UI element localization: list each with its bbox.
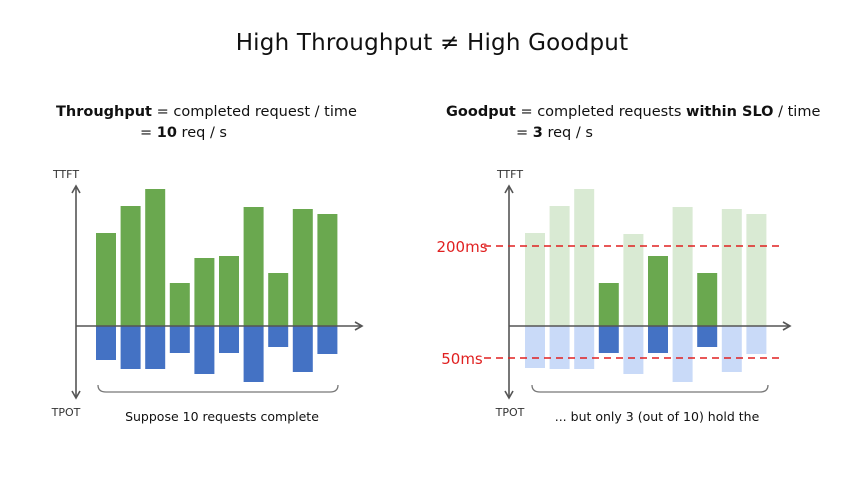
tpot-bar [292,326,313,372]
tpot-bar [746,326,767,354]
goodput-term: Goodput [446,104,516,120]
tpot-bar [648,326,668,353]
ttft-bar [96,233,116,326]
tpot-bar [525,326,545,368]
throughput-term: Throughput [56,104,152,120]
tpot-bar [623,326,644,374]
ttft-bar [169,283,190,326]
chart-caption: ... but only 3 (out of 10) hold the [555,409,760,424]
page-title: High Throughput ≠ High Goodput [235,30,629,56]
ttft-bar [145,189,166,326]
tpot-bar [194,326,215,374]
slo-threshold-label: 50ms [441,350,483,368]
ttft-bar [672,207,693,326]
y-axis-bottom-arrow [504,390,514,400]
tpot-bar [243,326,264,382]
y-axis-bottom-arrow [71,390,81,400]
tpot-bar [697,326,718,347]
goodput-value: = 3 req / s [516,125,593,141]
tpot-bar [549,326,570,369]
tpot-bar [721,326,742,372]
goodput-number: 3 [532,125,543,141]
ttft-axis-label: TTFT [52,168,79,181]
tpot-bar [169,326,190,353]
ttft-bar [120,206,141,326]
ttft-bar [292,209,313,326]
tpot-bar [574,326,595,369]
throughput-definition: Throughput = completed request / time [56,104,357,120]
tpot-bar [268,326,289,347]
throughput-value: = 10 req / s [140,125,227,141]
throughput-chart: TTFT TPOT Suppose 10 requests complete [51,168,364,424]
tpot-axis-label: TPOT [51,406,81,419]
throughput-number: 10 [156,125,177,141]
ttft-axis-label: TTFT [496,168,523,181]
goodput-chart: TTFT TPOT ... but only 3 (out of 10) hold … [436,168,792,424]
y-axis-top-arrow [71,184,81,194]
ttft-bar [268,273,289,326]
bracket [531,384,769,393]
tpot-bar [145,326,166,369]
ttft-bar [219,256,239,326]
tpot-bar [598,326,619,353]
slo-term: within SLO [686,104,774,120]
tpot-bar [672,326,693,382]
tpot-bar [120,326,141,369]
ttft-bar [623,234,644,326]
tpot-bar [96,326,116,360]
ttft-bar [243,207,264,326]
tpot-axis-label: TPOT [495,406,525,419]
ttft-bar [525,233,545,326]
ttft-bar [317,214,338,326]
ttft-bar [721,209,742,326]
ttft-bar [549,206,570,326]
chart-caption: Suppose 10 requests complete [125,409,319,424]
x-axis-arrow [782,321,792,331]
bracket [97,384,339,393]
ttft-bar [574,189,595,326]
ttft-bar [648,256,668,326]
y-axis-top-arrow [504,184,514,194]
ttft-bar [697,273,718,326]
goodput-definition: Goodput = completed requests within SLO … [446,104,821,120]
tpot-bar [317,326,338,354]
ttft-bar [598,283,619,326]
slo-threshold-label: 200ms [436,238,487,256]
throughput-formula: = completed request / time [152,104,357,120]
tpot-bar [219,326,239,353]
x-axis-arrow [354,321,364,331]
ttft-bar [746,214,767,326]
ttft-bar [194,258,215,326]
